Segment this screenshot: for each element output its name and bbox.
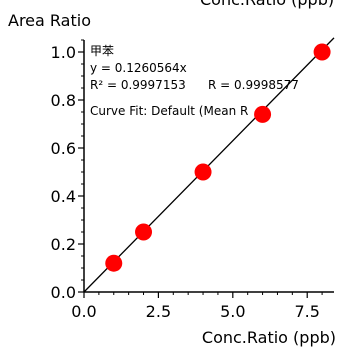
x-tick-label: 2.5 bbox=[146, 302, 171, 321]
fit-equation: y = 0.1260564x bbox=[90, 61, 187, 75]
y-tick-label: 0.6 bbox=[51, 139, 76, 158]
y-axis-title: Area Ratio bbox=[8, 11, 91, 30]
r-squared-value: R² = 0.9997153 bbox=[90, 78, 186, 92]
x-axis-title: Conc.Ratio (ppb) bbox=[202, 328, 336, 347]
data-point bbox=[105, 254, 123, 272]
top-clipped-label: Conc.Ratio (ppb) bbox=[200, 0, 334, 9]
y-tick-label: 0.0 bbox=[51, 283, 76, 302]
x-tick-label: 5.0 bbox=[220, 302, 245, 321]
data-point bbox=[194, 163, 212, 181]
annotation-block: 甲苯 y = 0.1260564x R² = 0.9997153 R = 0.9… bbox=[90, 44, 299, 118]
data-point bbox=[135, 223, 153, 241]
r-value: R = 0.9998577 bbox=[208, 78, 299, 92]
fit-line-group bbox=[83, 37, 335, 293]
compound-name: 甲苯 bbox=[90, 44, 114, 58]
ticks bbox=[78, 39, 323, 298]
tick-labels: 0.0 0.2 0.4 0.6 0.8 1.0 0.0 2.5 5.0 7.5 bbox=[51, 43, 320, 321]
data-point bbox=[254, 105, 272, 123]
y-tick-label: 0.8 bbox=[51, 91, 76, 110]
y-tick-label: 0.4 bbox=[51, 187, 76, 206]
curve-fit-label: Curve Fit: Default (Mean R bbox=[90, 104, 248, 118]
x-tick-label: 7.5 bbox=[294, 302, 319, 321]
fit-line bbox=[83, 37, 335, 293]
data-points bbox=[105, 43, 331, 272]
y-tick-label: 1.0 bbox=[51, 43, 76, 62]
y-tick-label: 0.2 bbox=[51, 235, 76, 254]
data-point bbox=[313, 43, 331, 61]
x-tick-label: 0.0 bbox=[71, 302, 96, 321]
